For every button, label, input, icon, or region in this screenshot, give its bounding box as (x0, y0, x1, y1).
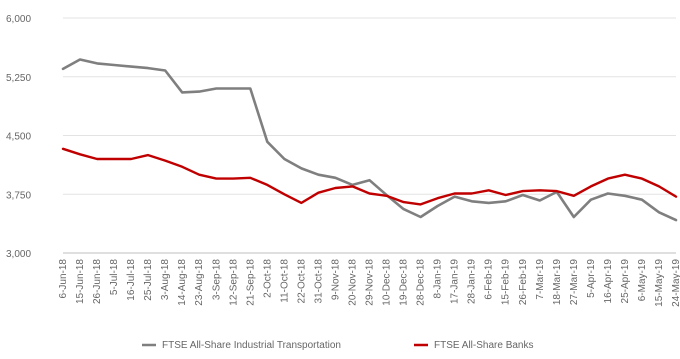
x-tick-label: 27-Mar-19 (569, 259, 580, 306)
y-axis-ticks: 6,000 5,250 4,500 3,750 3,000 (6, 14, 31, 260)
legend-label-2: FTSE All-Share Banks (434, 340, 533, 351)
x-tick-label: 23-Aug-18 (194, 259, 205, 306)
x-tick-label: 8-Jan-19 (433, 259, 444, 299)
x-tick-label: 3-Sep-18 (211, 259, 222, 301)
x-tick-label: 6-Feb-19 (484, 259, 495, 300)
x-tick-label: 15-Feb-19 (501, 259, 512, 306)
x-tick-label: 28-Dec-18 (416, 259, 427, 306)
x-tick-label: 24-May-19 (671, 259, 680, 307)
x-tick-label: 19-Dec-18 (399, 259, 410, 306)
x-tick-label: 31-Oct-18 (313, 259, 324, 304)
series-line-2 (61, 147, 678, 206)
gridlines (63, 17, 676, 254)
x-tick-label: 20-Nov-18 (347, 259, 358, 306)
x-tick-label: 15-Jun-18 (75, 259, 86, 304)
x-tick-label: 22-Oct-18 (296, 259, 307, 304)
x-tick-label: 26-Feb-19 (518, 259, 529, 306)
x-tick-label: 26-Jun-18 (92, 259, 103, 304)
x-tick-label: 16-Apr-19 (603, 259, 614, 304)
y-tick-label: 3,750 (6, 190, 31, 201)
x-tick-label: 5-Jul-18 (109, 259, 120, 296)
x-tick-label: 29-Nov-18 (365, 259, 376, 306)
x-tick-label: 12-Sep-18 (228, 259, 239, 306)
x-tick-label: 9-Nov-18 (330, 259, 341, 301)
x-tick-label: 6-May-19 (637, 259, 648, 302)
x-tick-label: 16-Jul-18 (126, 259, 137, 301)
y-tick-label: 6,000 (6, 14, 31, 25)
x-tick-label: 18-Mar-19 (552, 259, 563, 306)
x-tick-label: 2-Oct-18 (262, 259, 273, 298)
x-tick-label: 7-Mar-19 (535, 259, 546, 300)
x-tick-label: 15-May-19 (654, 259, 665, 307)
x-tick-label: 5-Apr-19 (586, 259, 597, 298)
x-axis-ticks: 6-Jun-18 15-Jun-18 26-Jun-18 5-Jul-18 16-Jul… (58, 259, 680, 307)
x-tick-label: 25-Apr-19 (620, 259, 631, 304)
legend: FTSE All-Share Industrial Transportation… (142, 340, 533, 351)
series-line-1 (61, 58, 678, 222)
x-tick-label: 17-Jan-19 (450, 259, 461, 304)
x-tick-label: 10-Dec-18 (382, 259, 393, 306)
y-tick-label: 3,000 (6, 249, 31, 260)
x-tick-label: 25-Jul-18 (143, 259, 154, 301)
legend-label-1: FTSE All-Share Industrial Transportation (162, 340, 341, 351)
x-tick-label: 21-Sep-18 (245, 259, 256, 306)
x-tick-label: 11-Oct-18 (279, 259, 290, 303)
y-tick-label: 4,500 (6, 132, 31, 143)
x-tick-label: 6-Jun-18 (58, 259, 69, 299)
x-tick-label: 14-Aug-18 (177, 259, 188, 306)
x-tick-label: 28-Jan-19 (467, 259, 478, 304)
x-tick-label: 3-Aug-18 (160, 259, 171, 301)
y-tick-label: 5,250 (6, 73, 31, 84)
series-lines (61, 58, 678, 222)
